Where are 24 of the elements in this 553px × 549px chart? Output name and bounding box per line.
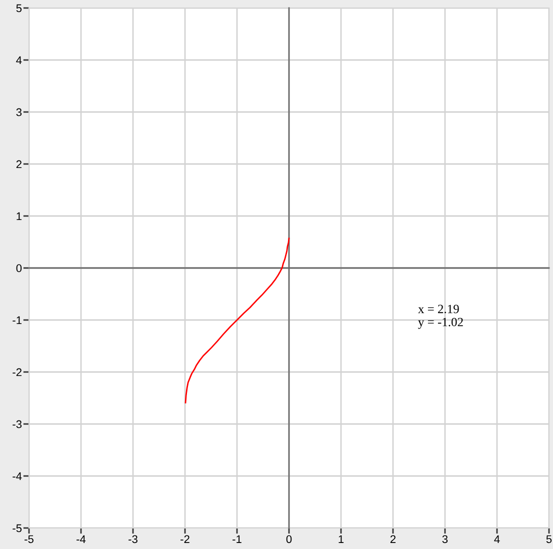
y-tick-label: -2: [12, 368, 22, 376]
y-tick-label: -3: [12, 420, 22, 428]
line-series: [184, 238, 290, 404]
y-tick-label: 3: [16, 108, 22, 116]
x-tick-label: 4: [494, 535, 500, 543]
x-tick-label: -1: [232, 535, 242, 543]
y-tick-label: 5: [16, 4, 22, 12]
x-tick-label: 0: [286, 535, 292, 544]
x-tick-label: 5: [546, 535, 552, 544]
x-tick-label: 2: [390, 535, 396, 543]
y-tick-label: 0: [16, 264, 22, 272]
y-tick-label: 1: [16, 212, 22, 220]
x-tick-label: 1: [338, 535, 344, 543]
y-tick-label: 4: [16, 56, 22, 64]
y-tick-label: -5: [12, 524, 22, 532]
annotation: x = 2.19 y = -1.02: [418, 304, 463, 329]
y-tick-label: -4: [12, 472, 22, 480]
x-tick-label: -3: [128, 535, 138, 544]
x-tick-label: -4: [76, 535, 86, 543]
x-tick-label: -5: [24, 535, 34, 544]
y-tick-label: 2: [16, 160, 22, 168]
x-tick-label: -2: [180, 535, 190, 543]
x-tick-label: 3: [442, 535, 448, 544]
y-tick-label: -1: [12, 316, 22, 324]
